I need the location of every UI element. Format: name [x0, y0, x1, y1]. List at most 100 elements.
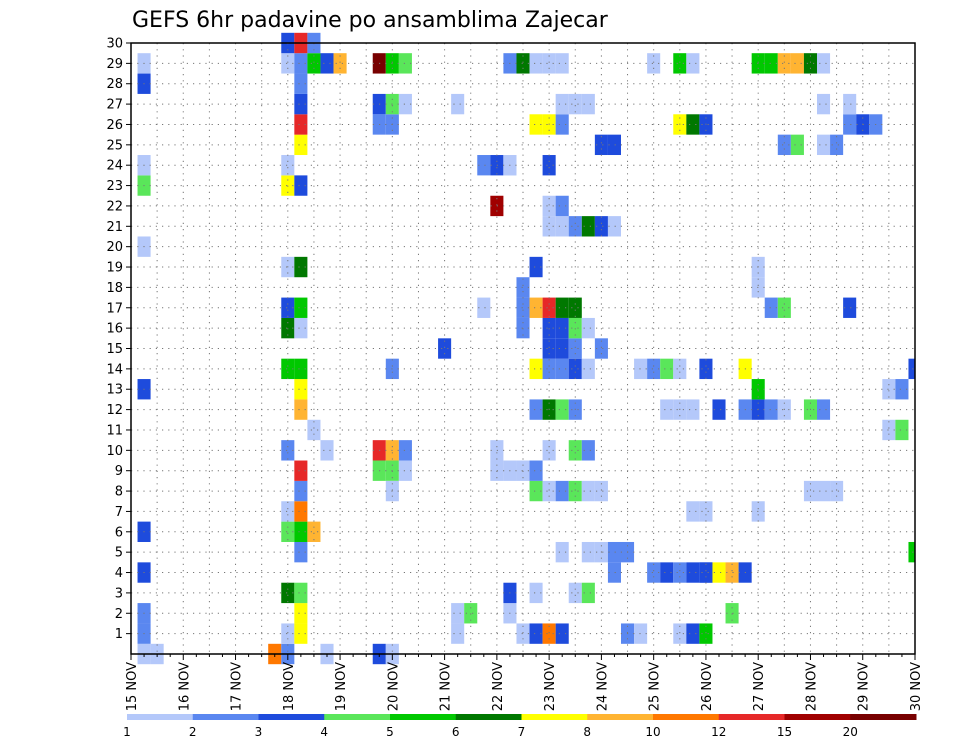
color-legend: 1 2 3 4 5 6 7 8 10 12 15 20	[123, 714, 917, 739]
y-tick-label: 7	[115, 505, 123, 520]
heatmap-cell	[777, 134, 791, 156]
heatmap-cell	[398, 440, 412, 461]
heatmap-cell	[790, 53, 804, 74]
y-tick-label: 20	[106, 240, 123, 255]
heatmap-cell	[281, 358, 295, 380]
legend-label: 10	[645, 725, 660, 739]
heatmap-cell	[529, 256, 543, 278]
heatmap-cell	[464, 603, 478, 624]
heatmap-cell	[555, 541, 569, 563]
y-tick-label: 19	[106, 261, 123, 276]
heatmap-cell	[764, 53, 778, 74]
heatmap-cell	[568, 338, 582, 359]
heatmap-cell	[817, 399, 831, 420]
heatmap-cell	[699, 562, 713, 583]
heatmap-cell	[451, 603, 465, 624]
heatmap-cell	[843, 297, 857, 318]
heatmap-cell	[830, 134, 844, 156]
legend-swatch	[587, 714, 654, 720]
legend-swatch	[192, 714, 259, 720]
heatmap-cell	[542, 338, 556, 359]
heatmap-cell	[529, 460, 543, 481]
x-tick-label: 24 NOV	[595, 662, 610, 711]
heatmap-cell	[477, 155, 491, 176]
heatmap-cell	[673, 53, 687, 74]
heatmap-cell	[712, 562, 726, 583]
heatmap-cell	[451, 623, 465, 644]
y-tick-label: 27	[106, 98, 123, 113]
heatmap-cell	[555, 480, 569, 502]
heatmap-cell	[281, 440, 295, 461]
legend-label: 1	[123, 725, 131, 739]
heatmap-cell	[294, 114, 308, 135]
heatmap-cell	[294, 73, 308, 94]
heatmap-cell	[686, 53, 700, 74]
heatmap-cell	[581, 541, 595, 563]
heatmap-cell	[594, 480, 608, 502]
heatmap-cell	[555, 53, 569, 74]
heatmap-cell	[529, 53, 543, 74]
heatmap-cell	[529, 582, 543, 604]
heatmap-cell	[908, 358, 915, 380]
heatmap-cell	[529, 297, 543, 318]
heatmap-cell	[555, 623, 569, 644]
y-tick-label: 1	[115, 627, 123, 642]
x-tick-label: 29 NOV	[857, 662, 872, 711]
x-tick-label: 17 NOV	[230, 662, 245, 711]
heatmap-cell	[294, 358, 308, 380]
heatmap-cell	[516, 297, 530, 318]
legend-label: 12	[711, 725, 726, 739]
y-tick-label: 3	[115, 586, 123, 601]
legend-swatch	[718, 714, 785, 720]
x-tick-label: 18 NOV	[282, 662, 297, 711]
heatmap-cell	[333, 53, 347, 74]
legend-label: 20	[843, 725, 858, 739]
heatmap-cell	[294, 93, 308, 115]
heatmap-cell	[594, 338, 608, 359]
y-tick-label: 22	[106, 199, 123, 214]
heatmap-cell	[555, 399, 569, 420]
y-tick-label: 24	[106, 159, 123, 174]
heatmap-cell	[555, 317, 569, 339]
chart-title: GEFS 6hr padavine po ansamblima Zajecar	[132, 8, 609, 33]
y-tick-label: 4	[115, 566, 123, 581]
y-tick-label: 8	[115, 485, 123, 500]
heatmap-cell	[542, 440, 556, 461]
heatmap-cell	[581, 582, 595, 604]
y-tick-label: 17	[106, 301, 123, 316]
heatmap-cell	[581, 358, 595, 380]
heatmap-cell	[699, 501, 713, 522]
heatmap-cell	[294, 501, 308, 522]
legend-label: 3	[255, 725, 263, 739]
heatmap-cell	[568, 582, 582, 604]
legend-swatch	[784, 714, 851, 720]
heatmap-cell	[294, 256, 308, 278]
x-tick-label: 20 NOV	[386, 662, 401, 711]
heatmap-cell	[607, 216, 621, 237]
heatmap-cell	[581, 93, 595, 115]
x-tick-label: 26 NOV	[700, 662, 715, 711]
heatmap-cell	[542, 297, 556, 318]
heatmap-cell	[529, 399, 543, 420]
legend-label: 7	[518, 725, 526, 739]
x-tick-label: 15 NOV	[125, 662, 140, 711]
heatmap-cell	[673, 358, 687, 380]
heatmap-cell	[281, 175, 295, 196]
heatmap-cell	[647, 358, 661, 380]
heatmap-cell	[398, 93, 412, 115]
heatmap-cell	[882, 419, 896, 441]
heatmap-cell	[882, 379, 896, 400]
heatmap-cell	[777, 297, 791, 318]
heatmap-cell	[294, 460, 308, 481]
heatmap-cell	[294, 134, 308, 156]
y-tick-label: 29	[106, 57, 123, 72]
heatmap-cell	[895, 419, 909, 441]
x-tick-label: 30 NOV	[909, 662, 924, 711]
heatmap-cell	[725, 562, 739, 583]
heatmap-cell	[568, 93, 582, 115]
heatmap-cell	[294, 582, 308, 604]
heatmap-cell	[516, 623, 530, 644]
legend-swatch	[258, 714, 325, 720]
heatmap-cell	[542, 195, 556, 217]
